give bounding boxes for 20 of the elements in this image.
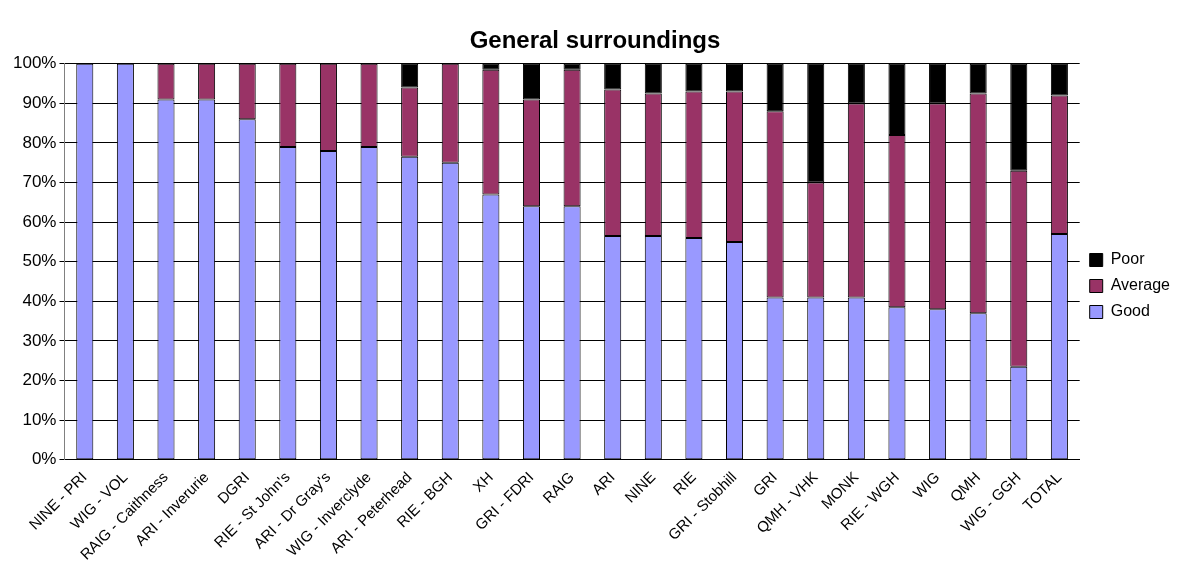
y-tick-label: 40% [22, 291, 57, 311]
y-tick-label: 80% [22, 132, 57, 152]
legend-label: Average [1110, 276, 1171, 294]
x-tick-label: XH [469, 468, 496, 495]
x-tick-label: GRI [749, 468, 781, 500]
y-tick-label: 60% [22, 211, 57, 231]
chart-title: General surroundings [469, 26, 721, 54]
y-tick-label: 50% [22, 251, 57, 271]
legend-label: Good [1110, 302, 1150, 320]
x-tick-label: RIE [669, 468, 699, 498]
y-tick-label: 70% [22, 172, 57, 192]
y-tick-label: 0% [31, 449, 57, 469]
x-tick-label: ARI [588, 468, 618, 498]
y-tick-label: 90% [22, 93, 57, 113]
y-tick-label: 30% [22, 330, 57, 350]
y-tick-label: 100% [13, 53, 57, 73]
y-tick-label: 10% [22, 409, 57, 429]
y-tick-label: 20% [22, 370, 57, 390]
legend-label: Poor [1110, 250, 1146, 268]
x-tick-label: WIG [909, 468, 943, 502]
